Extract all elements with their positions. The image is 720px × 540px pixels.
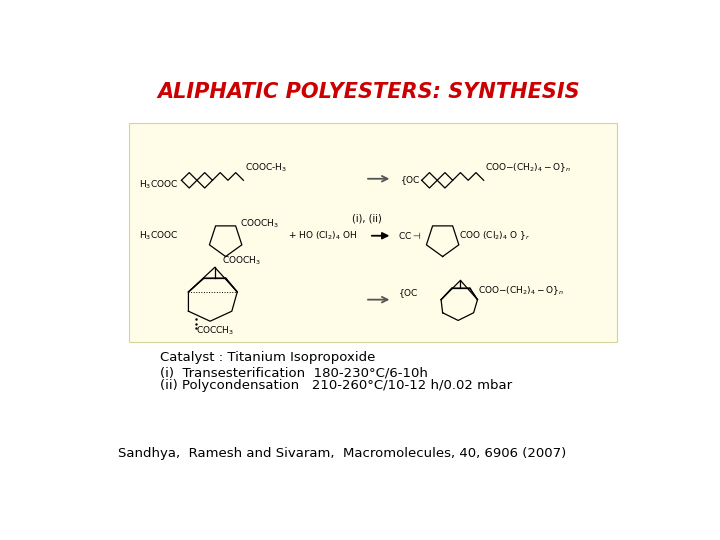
Text: H$_3$COOC: H$_3$COOC — [139, 230, 179, 242]
Text: COO$-$(CH$_2)_4-$O$\}_n$: COO$-$(CH$_2)_4-$O$\}_n$ — [477, 284, 564, 297]
Text: $+$ HO (Cl$_2)_4$ OH: $+$ HO (Cl$_2)_4$ OH — [289, 230, 358, 242]
Text: COCCH$_3$: COCCH$_3$ — [196, 324, 235, 337]
Bar — [129, 123, 617, 342]
Text: ALIPHATIC POLYESTERS: SYNTHESIS: ALIPHATIC POLYESTERS: SYNTHESIS — [158, 82, 580, 102]
Text: (ii) Polycondensation   210-260°C/10-12 h/0.02 mbar: (ii) Polycondensation 210-260°C/10-12 h/… — [160, 379, 512, 392]
Text: COOCH$_3$: COOCH$_3$ — [240, 217, 279, 230]
Text: Catalyst : Titanium Isopropoxide: Catalyst : Titanium Isopropoxide — [160, 351, 375, 364]
Text: COOCH$_3$: COOCH$_3$ — [222, 255, 261, 267]
Text: CC$\dashv$: CC$\dashv$ — [397, 230, 421, 241]
Text: $\{$OC: $\{$OC — [400, 174, 420, 187]
Text: (i), (ii): (i), (ii) — [352, 214, 382, 224]
Text: (i)  Transesterification  180-230°C/6-10h: (i) Transesterification 180-230°C/6-10h — [160, 366, 428, 379]
Text: Sandhya,  Ramesh and Sivaram,  Macromolecules, 40, 6906 (2007): Sandhya, Ramesh and Sivaram, Macromolecu… — [118, 447, 566, 460]
Text: H$_3$COOC: H$_3$COOC — [139, 179, 179, 191]
Text: COOC-H$_3$: COOC-H$_3$ — [245, 162, 287, 174]
Text: COO (Cl$_2)_4$ O $\}_r$: COO (Cl$_2)_4$ O $\}_r$ — [459, 230, 531, 242]
Text: COO$-$(CH$_2)_4-$O$\}_n$: COO$-$(CH$_2)_4-$O$\}_n$ — [485, 161, 572, 174]
Text: $\{$OC: $\{$OC — [397, 287, 418, 300]
